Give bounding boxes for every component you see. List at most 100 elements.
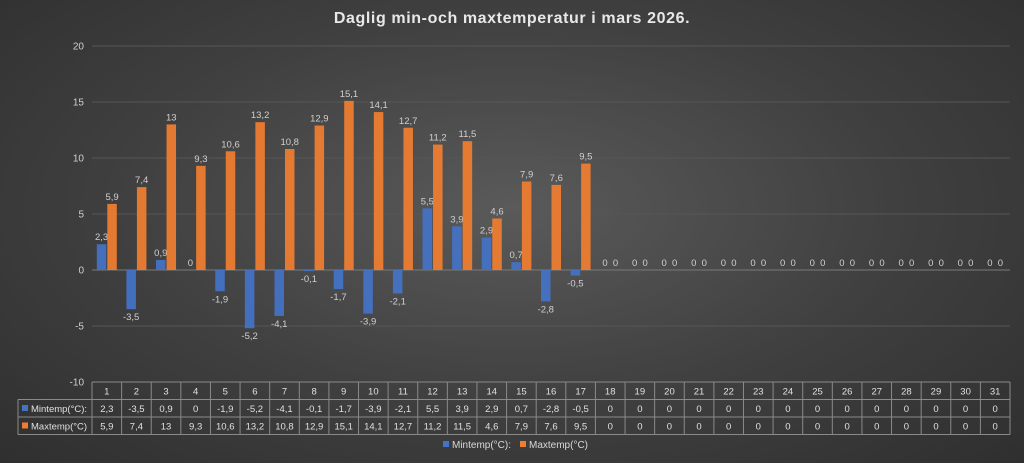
table-value-cell: 0 — [667, 422, 672, 433]
chart-title: Daglig min-och maxtemperatur i mars 2026… — [333, 10, 691, 27]
min-temp-data-label: 0 — [662, 258, 667, 269]
max-temp-data-label: 0 — [791, 258, 796, 269]
max-temp-data-label: 4,6 — [490, 206, 503, 217]
table-category-cell: 8 — [311, 387, 316, 398]
y-tick-label: 15 — [73, 98, 85, 109]
min-temp-data-label: 0 — [810, 258, 815, 269]
max-temp-data-label: 9,3 — [194, 154, 207, 165]
legend-max-label: Maxtemp(°C) — [529, 440, 588, 451]
table-value-cell: 10,8 — [275, 422, 294, 433]
max-temp-bar — [521, 181, 532, 270]
min-temp-data-label: 0 — [750, 258, 755, 269]
table-value-cell: 7,4 — [130, 422, 143, 433]
table-category-cell: 16 — [546, 387, 557, 398]
min-temp-bar — [452, 226, 462, 270]
table-value-cell: 2,3 — [100, 404, 113, 415]
table-category-cell: 20 — [664, 387, 675, 398]
min-temp-bar — [422, 208, 433, 270]
max-temp-data-label: 0 — [761, 258, 766, 269]
y-tick-label: 0 — [78, 266, 84, 277]
min-temp-bar — [156, 259, 166, 270]
table-value-cell: 0 — [785, 422, 790, 433]
table-value-cell: 0,7 — [515, 404, 528, 415]
table-category-cell: 1 — [104, 387, 109, 398]
y-tick-label: 20 — [73, 42, 85, 53]
table-category-cell: 10 — [368, 387, 379, 398]
table-value-cell: 7,9 — [515, 422, 528, 433]
table-value-cell: 12,7 — [394, 422, 413, 433]
max-temp-data-label: 7,6 — [550, 173, 563, 184]
max-temp-bar — [196, 165, 206, 270]
max-temp-data-label: 13,2 — [251, 110, 270, 121]
min-temp-data-label: 0,7 — [510, 250, 523, 261]
min-temp-data-label: -0,1 — [301, 274, 317, 285]
table-category-cell: 23 — [753, 387, 764, 398]
max-temp-bar — [433, 144, 443, 270]
table-category-cell: 29 — [931, 387, 942, 398]
min-temp-bar — [570, 270, 581, 276]
table-value-cell: 0 — [815, 404, 820, 415]
table-value-cell: -2,1 — [395, 404, 411, 415]
max-temp-bar — [403, 127, 413, 270]
max-temp-data-label: 10,6 — [221, 139, 240, 150]
legend-max-swatch — [520, 441, 526, 447]
table-value-cell: -3,9 — [365, 404, 381, 415]
table-value-cell: 13 — [161, 422, 172, 433]
table-value-cell: 7,6 — [544, 422, 557, 433]
table-value-cell: 0 — [608, 404, 613, 415]
max-temp-bar — [284, 149, 295, 270]
min-temp-bar — [392, 270, 403, 294]
table-category-cell: 14 — [486, 387, 497, 398]
max-temp-data-label: 0 — [850, 258, 855, 269]
table-value-cell: 2,9 — [485, 404, 498, 415]
table-value-cell: 0 — [844, 404, 849, 415]
table-value-cell: 0 — [696, 404, 701, 415]
min-temp-bar — [541, 270, 551, 302]
table-category-cell: 2 — [134, 387, 139, 398]
table-value-cell: 0,9 — [159, 404, 172, 415]
table-value-cell: 0 — [756, 404, 761, 415]
table-category-cell: 31 — [990, 387, 1001, 398]
table-value-cell: -1,9 — [217, 404, 233, 415]
table-value-cell: 0 — [815, 422, 820, 433]
table-category-cell: 9 — [341, 387, 346, 398]
min-temp-data-label: 0 — [691, 258, 696, 269]
max-temp-data-label: 12,9 — [310, 114, 329, 125]
max-temp-data-label: 14,1 — [369, 100, 388, 111]
table-value-cell: 9,5 — [574, 422, 587, 433]
table-value-cell: 4,6 — [485, 422, 498, 433]
y-tick-label: 5 — [78, 210, 84, 221]
min-temp-data-label: 2,9 — [480, 226, 493, 237]
max-temp-bar — [314, 125, 325, 271]
min-temp-row-label: Mintemp(°C): — [31, 404, 87, 415]
table-value-cell: 5,5 — [426, 404, 439, 415]
table-category-cell: 30 — [960, 387, 971, 398]
table-value-cell: 0 — [874, 404, 879, 415]
table-value-cell: 0 — [963, 404, 968, 415]
table-category-cell: 13 — [457, 387, 468, 398]
table-category-cell: 17 — [575, 387, 586, 398]
table-value-cell: 0 — [993, 422, 998, 433]
table-value-cell: 0 — [608, 422, 613, 433]
table-category-cell: 11 — [398, 387, 408, 398]
table-category-cell: 3 — [163, 387, 168, 398]
min-temp-data-label: 0 — [632, 258, 637, 269]
min-temp-bar — [363, 270, 373, 314]
max-temp-data-label: 0 — [672, 258, 677, 269]
max-temp-bar — [373, 112, 384, 270]
max-temp-bar — [107, 203, 117, 270]
max-temp-data-label: 0 — [702, 258, 707, 269]
min-temp-data-label: -1,9 — [212, 294, 228, 305]
table-category-cell: 28 — [901, 387, 912, 398]
min-temp-data-label: 5,5 — [421, 196, 434, 207]
min-temp-bar — [481, 237, 492, 270]
table-value-cell: 3,9 — [456, 404, 469, 415]
min-temp-bar — [304, 270, 314, 272]
legend-min-swatch — [443, 441, 449, 447]
min-temp-data-label: -4,1 — [271, 319, 287, 330]
table-value-cell: 0 — [756, 422, 761, 433]
min-temp-bar — [215, 270, 225, 292]
max-temp-data-label: 11,5 — [459, 129, 477, 140]
min-temp-data-label: 0 — [780, 258, 785, 269]
max-temp-bar — [255, 122, 265, 270]
